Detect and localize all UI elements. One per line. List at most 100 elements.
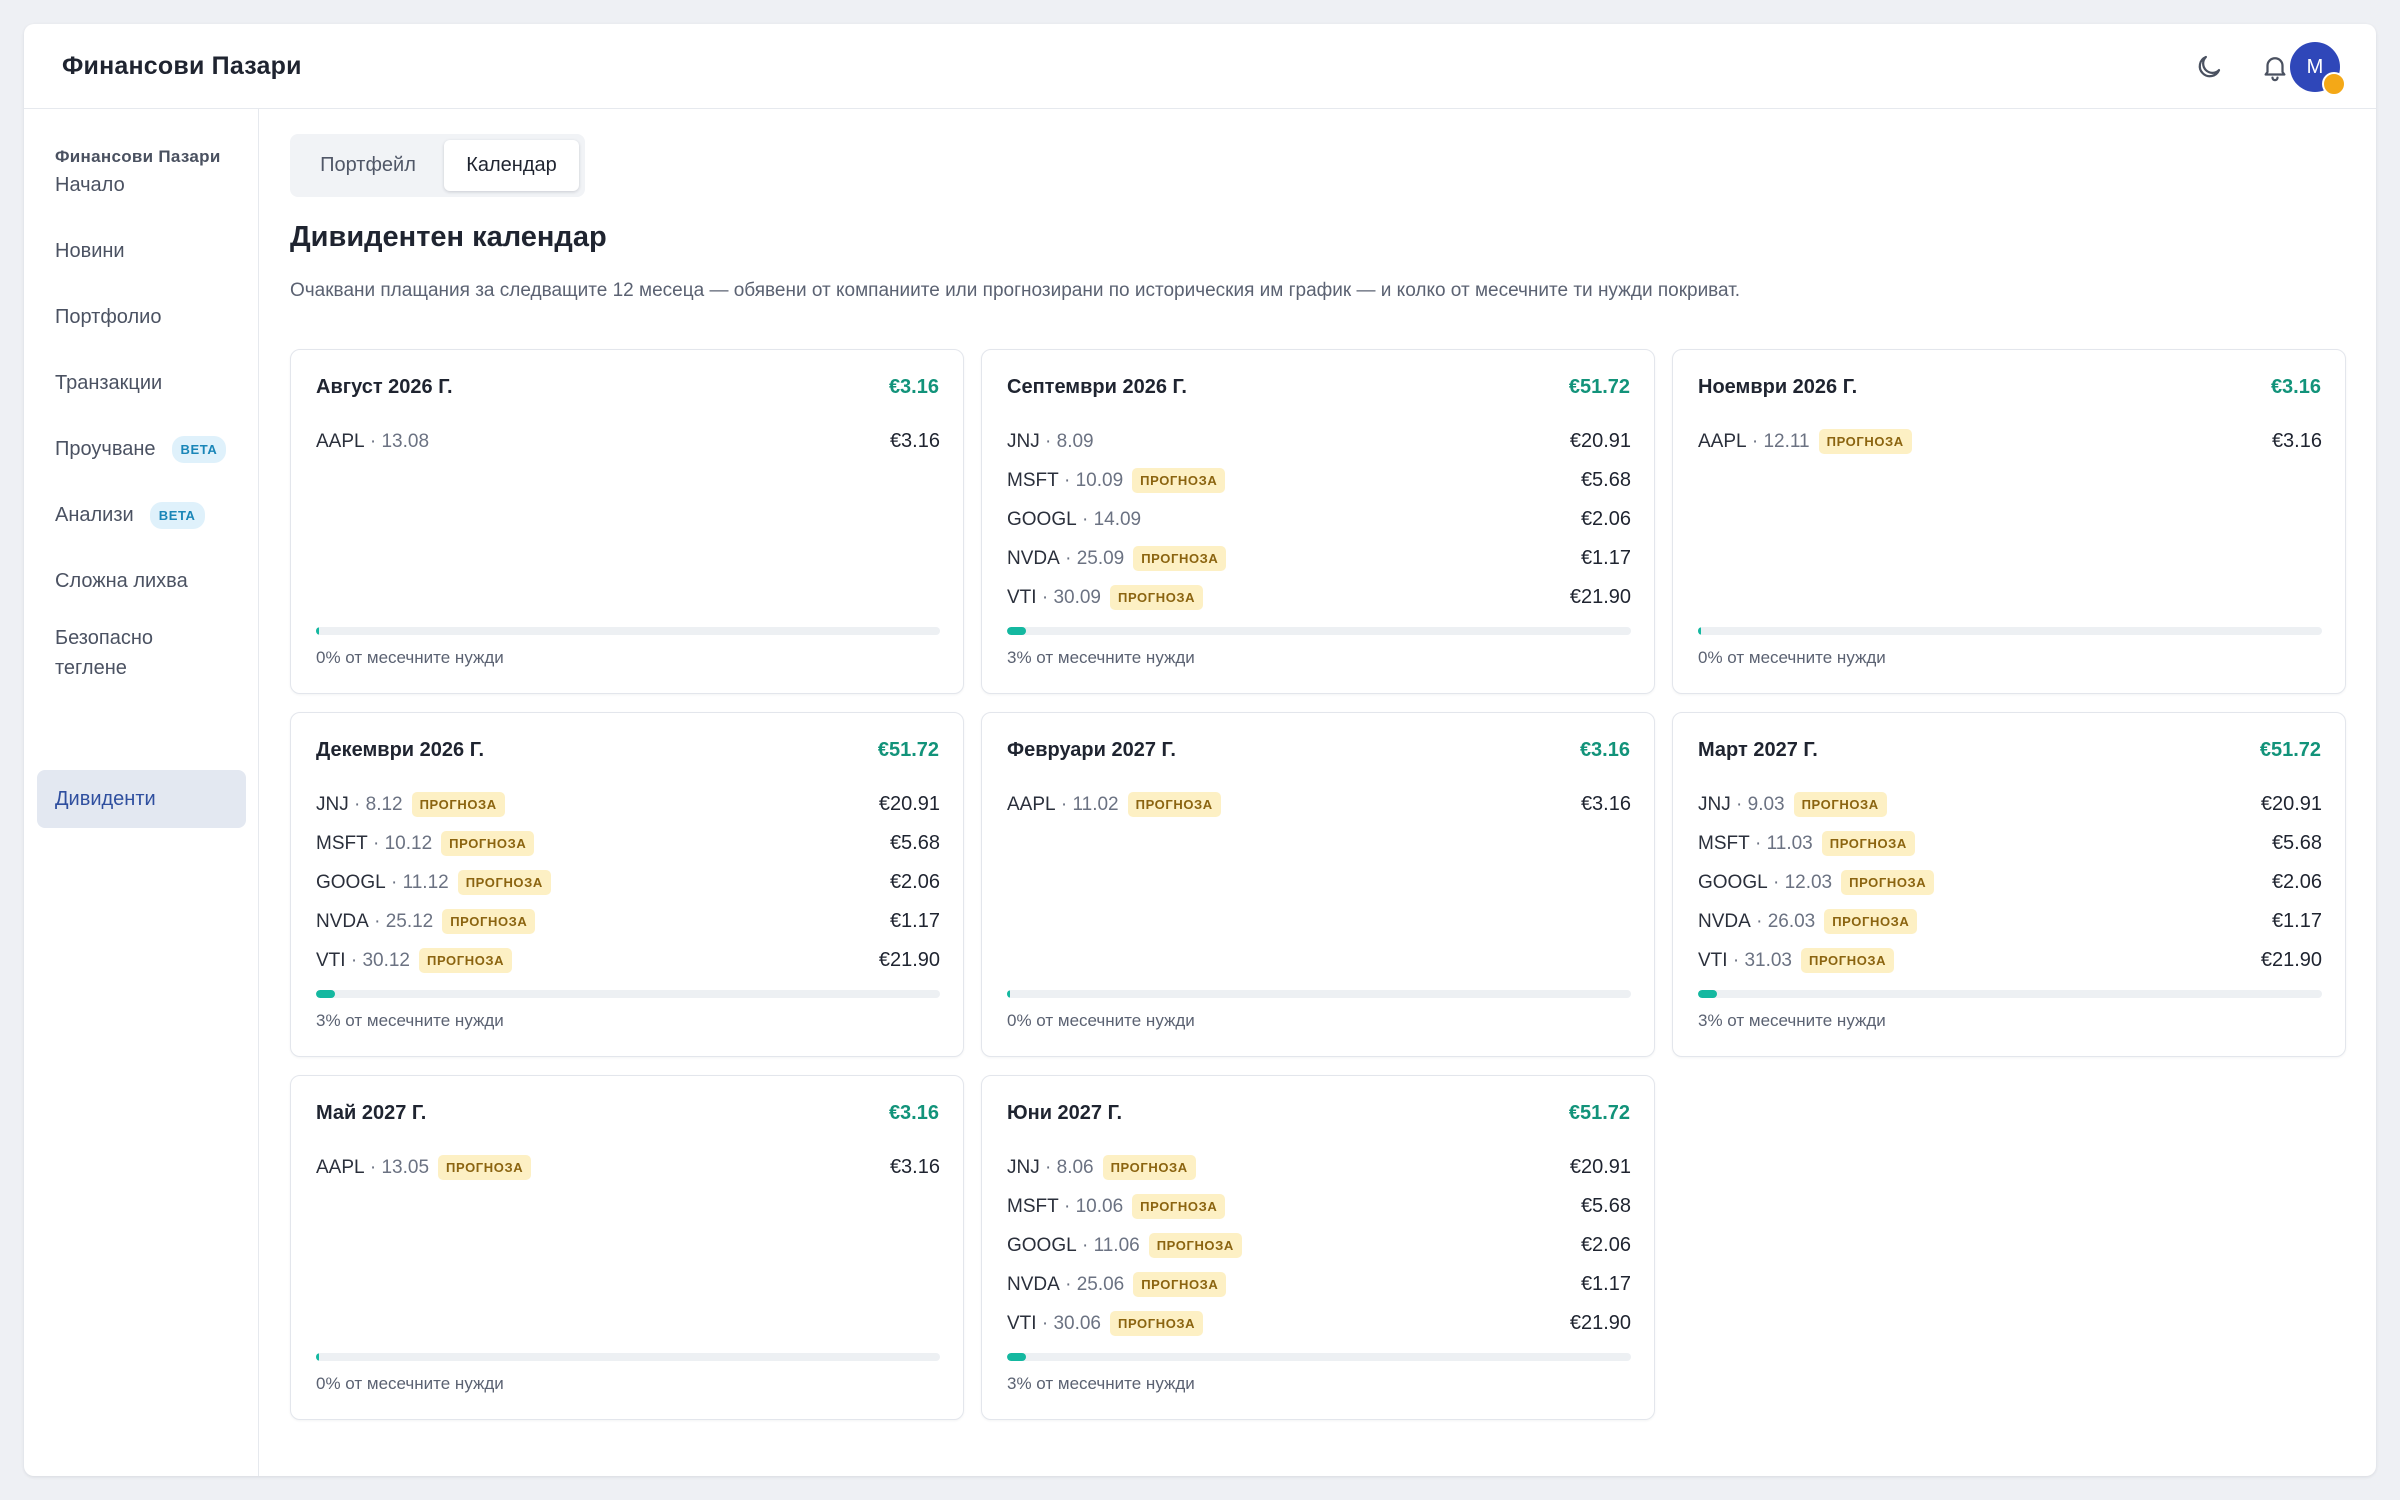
payment-date: 10.09 (1075, 469, 1124, 491)
sidebar-item-portfolio[interactable]: Портфолио (37, 288, 246, 346)
separator-dot: · (1055, 793, 1073, 815)
tab-calendar[interactable]: Календар (444, 140, 579, 191)
sidebar-item-research[interactable]: Проучване BETA (37, 420, 246, 478)
coverage-progress-bar (1007, 990, 1631, 998)
sidebar-item-label: Транзакции (55, 371, 163, 394)
app-title: Финансови Пазари (62, 52, 302, 80)
forecast-badge: ПРОГНОЗА (1824, 909, 1918, 934)
payment-info: MSFT · 11.03 ПРОГНОЗА (1698, 831, 1915, 856)
sidebar-item-analytics[interactable]: Анализи BETA (37, 486, 246, 544)
tab-portfolio[interactable]: Портфейл (320, 154, 416, 176)
payment-info: VTI · 30.09 ПРОГНОЗА (1007, 585, 1204, 610)
payment-info: AAPL · 11.02 ПРОГНОЗА (1007, 792, 1221, 817)
sidebar-item-safe-withdrawal[interactable]: Безопасно теглене (37, 618, 187, 688)
payment-row: MSFT · 10.12 ПРОГНОЗА €5.68 (316, 824, 940, 863)
payment-amount: €2.06 (1580, 508, 1631, 530)
forecast-badge: ПРОГНОЗА (1132, 1194, 1226, 1219)
separator-dot: · (1767, 871, 1785, 893)
coverage-progress-bar (1007, 627, 1631, 635)
sidebar-item-label: Дивиденти (55, 787, 156, 810)
separator-dot: · (364, 1156, 382, 1178)
forecast-badge: ПРОГНОЗА (1110, 1311, 1204, 1336)
sidebar-item-transactions[interactable]: Транзакции (37, 354, 246, 412)
payment-ticker: AAPL (1698, 430, 1747, 452)
payment-ticker: NVDA (1007, 547, 1060, 569)
payment-info: GOOGL · 11.12 ПРОГНОЗА (316, 870, 551, 895)
sidebar-item-home[interactable]: Начало (37, 156, 246, 214)
forecast-badge: ПРОГНОЗА (438, 1155, 532, 1180)
payment-date: 9.03 (1747, 793, 1785, 815)
separator-dot: · (368, 910, 386, 932)
sidebar-item-label: Проучване (55, 437, 156, 460)
month-title: Декември 2026 Г. (316, 739, 485, 761)
payment-amount: €3.16 (1580, 793, 1631, 815)
payment-info: JNJ · 8.12 ПРОГНОЗА (316, 792, 505, 817)
coverage-progress-fill (1698, 990, 1717, 998)
payment-info: AAPL · 12.11 ПРОГНОЗА (1698, 429, 1912, 454)
payment-list: JNJ · 8.12 ПРОГНОЗА €20.91 MSFT · 10.12 ПРОГ… (316, 785, 940, 980)
payment-ticker: NVDA (1698, 910, 1751, 932)
payment-row: NVDA · 25.12 ПРОГНОЗА €1.17 (316, 902, 940, 941)
payment-row: VTI · 30.09 ПРОГНОЗА €21.90 (1007, 578, 1631, 617)
payment-date: 25.09 (1076, 547, 1125, 569)
payment-row: AAPL · 13.08 €3.16 (316, 422, 940, 461)
sidebar-item-news[interactable]: Новини (37, 222, 246, 280)
payment-row: MSFT · 11.03 ПРОГНОЗА €5.68 (1698, 824, 2322, 863)
separator-dot: · (1730, 793, 1748, 815)
payment-date: 14.09 (1093, 508, 1142, 530)
payment-amount: €1.17 (1580, 547, 1631, 569)
theme-toggle-button[interactable] (2190, 48, 2228, 86)
payment-date: 30.09 (1053, 586, 1101, 608)
payment-date: 8.06 (1056, 1156, 1094, 1178)
month-title: Юни 2027 Г. (1007, 1102, 1122, 1124)
coverage-progress-fill (316, 627, 319, 635)
payment-row: JNJ · 9.03 ПРОГНОЗА €20.91 (1698, 785, 2322, 824)
payment-list: AAPL · 13.05 ПРОГНОЗА €3.16 (316, 1148, 940, 1187)
payment-row: AAPL · 13.05 ПРОГНОЗА €3.16 (316, 1148, 940, 1187)
user-avatar[interactable]: M (2290, 42, 2346, 96)
payment-ticker: JNJ (316, 793, 349, 815)
month-title: Ноември 2026 Г. (1698, 376, 1858, 398)
payment-amount: €21.90 (1569, 1312, 1631, 1334)
separator-dot: · (1039, 1156, 1057, 1178)
payment-list: AAPL · 12.11 ПРОГНОЗА €3.16 (1698, 422, 2322, 461)
moon-icon (2198, 55, 2221, 78)
payment-date: 31.03 (1744, 949, 1792, 971)
payment-amount: €1.17 (1580, 1273, 1631, 1295)
month-total: €51.72 (1568, 1102, 1630, 1124)
month-card: Юни 2027 Г. €51.72 JNJ · 8.06 ПРОГНОЗА €20.9… (981, 1075, 1655, 1420)
sidebar-item-compound-interest[interactable]: Сложна лихва (37, 552, 246, 610)
payment-date: 11.12 (402, 871, 449, 893)
sidebar-item-label: Анализи (55, 503, 134, 526)
payment-amount: €21.90 (2260, 949, 2322, 971)
payment-date: 13.05 (381, 1156, 430, 1178)
separator-dot: · (1059, 547, 1077, 569)
separator-dot: · (348, 793, 366, 815)
forecast-badge: ПРОГНОЗА (1133, 546, 1227, 571)
month-card: Септември 2026 Г. €51.72 JNJ · 8.09 €20.91 M… (981, 349, 1655, 694)
beta-badge: BETA (171, 435, 227, 463)
payment-ticker: VTI (1007, 1312, 1037, 1334)
forecast-badge: ПРОГНОЗА (1801, 948, 1895, 973)
month-title: Септември 2026 Г. (1007, 376, 1187, 398)
payment-date: 25.12 (385, 910, 434, 932)
notifications-button[interactable] (2256, 48, 2294, 86)
payment-amount: €1.17 (2271, 910, 2322, 932)
coverage-label: 3% от месечните нужди (1698, 1011, 1886, 1030)
separator-dot: · (1036, 586, 1054, 608)
month-total: €3.16 (888, 1102, 939, 1124)
payment-list: AAPL · 13.08 €3.16 (316, 422, 940, 461)
payment-amount: €5.68 (2271, 832, 2322, 854)
payment-row: JNJ · 8.09 €20.91 (1007, 422, 1631, 461)
coverage-progress-fill (1007, 990, 1010, 998)
beta-badge: BETA (149, 501, 205, 529)
month-card: Май 2027 Г. €3.16 AAPL · 13.05 ПРОГНОЗА €3.1… (290, 1075, 964, 1420)
payment-date: 30.06 (1053, 1312, 1101, 1334)
separator-dot: · (1746, 430, 1764, 452)
month-title: Май 2027 Г. (316, 1102, 427, 1124)
month-total: €51.72 (2259, 739, 2321, 761)
payment-info: AAPL · 13.08 (316, 431, 429, 453)
sidebar-item-dividends[interactable]: Дивиденти (37, 770, 246, 828)
tab-bar: Портфейл Календар (290, 134, 585, 197)
month-title: Март 2027 Г. (1698, 739, 1818, 761)
